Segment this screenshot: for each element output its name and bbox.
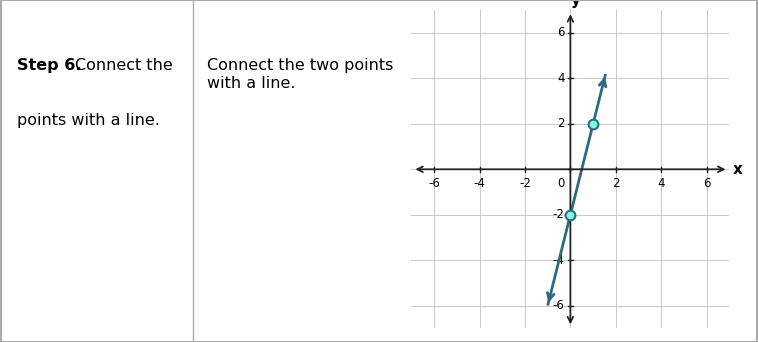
Text: Step 6.: Step 6. xyxy=(17,58,82,73)
Text: y: y xyxy=(571,0,581,8)
Text: -2: -2 xyxy=(519,177,531,190)
Text: Connect the: Connect the xyxy=(75,58,173,73)
Text: 4: 4 xyxy=(557,72,565,85)
Text: x: x xyxy=(733,162,743,177)
Text: 0: 0 xyxy=(557,177,565,190)
Text: 6: 6 xyxy=(703,177,710,190)
Text: 4: 4 xyxy=(657,177,665,190)
Text: Connect the two points
with a line.: Connect the two points with a line. xyxy=(207,58,393,91)
Text: 2: 2 xyxy=(612,177,619,190)
Text: -6: -6 xyxy=(553,299,565,312)
Text: points with a line.: points with a line. xyxy=(17,113,160,128)
Text: -6: -6 xyxy=(428,177,440,190)
Text: -4: -4 xyxy=(474,177,485,190)
Text: -2: -2 xyxy=(553,208,565,221)
Text: 2: 2 xyxy=(557,117,565,130)
Text: 6: 6 xyxy=(557,26,565,39)
Text: -4: -4 xyxy=(553,254,565,267)
